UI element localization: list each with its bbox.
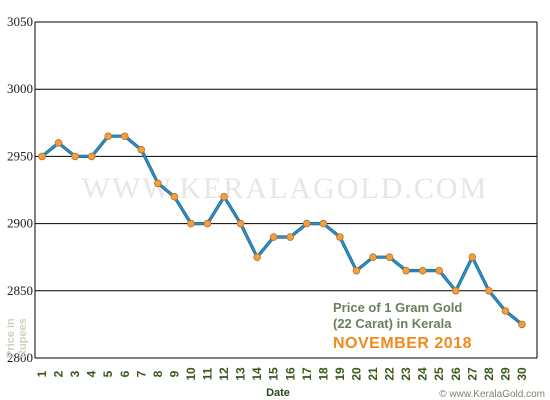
chart-title-line1: Price of 1 Gram Gold bbox=[333, 300, 462, 315]
x-tick-label: 15 bbox=[267, 367, 281, 381]
x-tick-label: 6 bbox=[118, 370, 132, 377]
data-point-8 bbox=[154, 179, 162, 188]
x-tick-label: 7 bbox=[134, 370, 148, 377]
data-point-10 bbox=[187, 219, 195, 228]
x-tick-label: 23 bbox=[399, 367, 413, 381]
x-tick-label: 26 bbox=[449, 367, 463, 381]
y-axis-label: Price in Rupees bbox=[5, 318, 29, 358]
x-tick-label: 11 bbox=[201, 367, 215, 380]
data-point-11 bbox=[203, 219, 212, 228]
x-tick-label: 8 bbox=[151, 370, 165, 377]
y-tick-labels: 2800 2850 2900 2950 3000 3050 bbox=[7, 14, 33, 365]
series-line-shadow bbox=[40, 134, 524, 326]
x-axis-label: Date bbox=[266, 387, 290, 399]
x-tick-label: 12 bbox=[217, 367, 231, 381]
data-point-3 bbox=[71, 152, 79, 161]
data-point-5 bbox=[104, 132, 112, 141]
data-point-20 bbox=[352, 266, 361, 275]
x-tick-label: 17 bbox=[300, 367, 314, 381]
data-point-17 bbox=[302, 219, 311, 228]
data-point-6 bbox=[120, 132, 129, 141]
x-tick-label: 5 bbox=[101, 370, 115, 377]
data-point-13 bbox=[236, 219, 245, 228]
y-tick-label: 2900 bbox=[7, 216, 33, 231]
chart-title-month: NOVEMBER 2018 bbox=[333, 335, 472, 352]
grid-layer bbox=[34, 21, 538, 359]
watermark-text: WWW.KERALAGOLD.COM bbox=[82, 172, 489, 205]
data-point-28 bbox=[485, 286, 493, 295]
x-tick-label: 24 bbox=[416, 367, 430, 381]
x-tick-label: 13 bbox=[234, 367, 248, 381]
x-tick-label: 25 bbox=[432, 367, 446, 381]
y-tick-label: 3050 bbox=[7, 14, 33, 29]
data-point-14 bbox=[253, 253, 261, 262]
data-point-23 bbox=[402, 266, 410, 275]
x-tick-label: 22 bbox=[383, 367, 397, 381]
data-point-12 bbox=[220, 192, 228, 201]
data-point-30 bbox=[518, 320, 526, 329]
x-tick-label: 4 bbox=[85, 370, 99, 377]
data-point-21 bbox=[369, 253, 377, 262]
data-point-26 bbox=[451, 286, 460, 295]
x-tick-label: 14 bbox=[250, 367, 264, 381]
y-tick-label: 3000 bbox=[7, 81, 33, 96]
x-tick-label: 27 bbox=[465, 367, 479, 381]
series-line bbox=[41, 135, 523, 326]
data-point-2 bbox=[54, 139, 63, 147]
data-point-16 bbox=[286, 233, 295, 241]
x-tick-label: 21 bbox=[366, 367, 380, 381]
data-point-4 bbox=[87, 152, 96, 161]
x-tick-label: 18 bbox=[316, 367, 330, 381]
x-tick-labels: 1 2 3 4 5 6 7 8 9 10 11 12 13 14 15 16 17 18 19 20 21 22 23 24 2… bbox=[35, 367, 529, 381]
x-tick-label: 29 bbox=[498, 367, 512, 381]
y-tick-label: 2850 bbox=[7, 283, 33, 298]
y-axis-label-line2: Rupees bbox=[17, 318, 29, 358]
chart-title-line2: (22 Carat) in Kerala bbox=[333, 316, 452, 331]
x-tick-label: 10 bbox=[184, 367, 198, 381]
series-layer bbox=[38, 132, 526, 329]
data-point-27 bbox=[468, 253, 477, 262]
data-point-24 bbox=[418, 266, 427, 275]
data-point-7 bbox=[137, 145, 146, 154]
x-tick-label: 16 bbox=[283, 367, 297, 381]
x-tick-label: 2 bbox=[52, 370, 66, 377]
data-point-22 bbox=[385, 253, 394, 262]
x-tick-label: 1 bbox=[35, 370, 49, 377]
x-tick-label: 3 bbox=[68, 370, 82, 377]
data-point-29 bbox=[501, 307, 510, 315]
x-tick-label: 9 bbox=[167, 370, 181, 377]
data-point-1 bbox=[38, 152, 46, 161]
data-point-18 bbox=[319, 219, 328, 228]
credit-text: © www.KeralaGold.com bbox=[439, 389, 545, 400]
x-tick-label: 19 bbox=[333, 367, 347, 381]
x-tick-label: 30 bbox=[515, 367, 529, 381]
y-tick-label: 2950 bbox=[7, 148, 33, 163]
x-tick-label: 20 bbox=[349, 367, 363, 381]
data-point-25 bbox=[435, 266, 444, 275]
data-point-15 bbox=[269, 233, 278, 241]
y-axis-label-line1: Price in bbox=[5, 318, 17, 358]
data-point-19 bbox=[336, 233, 344, 241]
y-tick-label: 2800 bbox=[7, 350, 33, 365]
data-point-9 bbox=[170, 192, 179, 201]
x-tick-label: 28 bbox=[482, 367, 496, 381]
